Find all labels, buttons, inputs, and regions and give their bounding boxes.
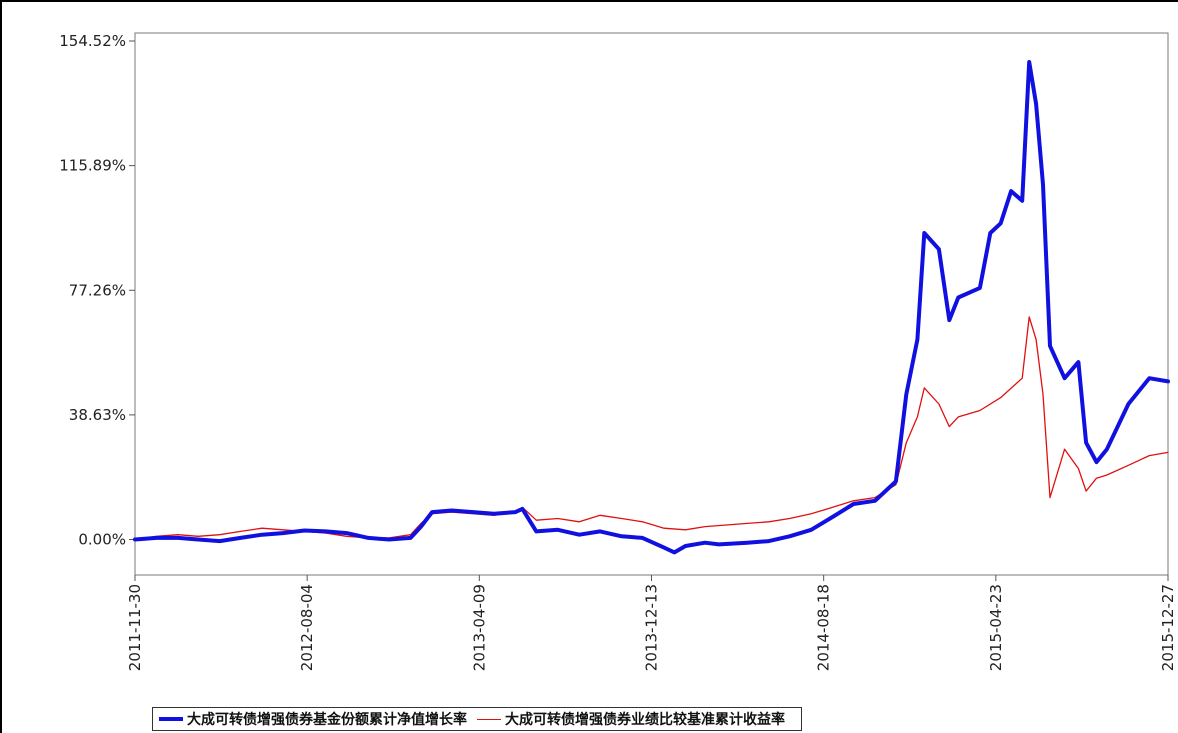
legend: 大成可转债增强债券基金份额累计净值增长率 大成可转债增强债券业绩比较基准累计收益…	[152, 707, 802, 731]
y-tick-label: 77.26%	[69, 281, 126, 299]
legend-label-fund: 大成可转债增强债券基金份额累计净值增长率	[187, 712, 467, 728]
x-tick-label: 2015-12-27	[1159, 584, 1177, 671]
legend-item-fund: 大成可转债增强债券基金份额累计净值增长率	[159, 709, 467, 729]
y-tick-label: 154.52%	[59, 32, 126, 50]
y-tick-label: 0.00%	[78, 531, 126, 549]
series-line-fund	[133, 60, 1170, 555]
series-line-benchmark	[134, 316, 1169, 541]
y-axis: 154.52% 115.89% 77.26% 38.63% 0.00%	[59, 32, 135, 549]
x-tick-label: 2013-04-09	[470, 584, 488, 671]
series-layer	[133, 60, 1170, 555]
legend-swatch-fund	[159, 717, 183, 721]
legend-item-benchmark: 大成可转债增强债券业绩比较基准累计收益率	[477, 709, 785, 729]
y-tick-label: 115.89%	[59, 157, 126, 175]
legend-swatch-benchmark	[477, 718, 501, 720]
legend-label-benchmark: 大成可转债增强债券业绩比较基准累计收益率	[505, 712, 785, 728]
x-tick-label: 2014-08-18	[815, 584, 833, 671]
x-tick-label: 2011-11-30	[126, 584, 144, 671]
x-tick-label: 2012-08-04	[298, 584, 316, 671]
x-axis: 2011-11-30 2012-08-04 2013-04-09 2013-12-13…	[126, 575, 1177, 671]
y-tick-label: 38.63%	[69, 406, 126, 424]
x-tick-label: 2015-04-23	[987, 584, 1005, 671]
plot-area	[134, 32, 1169, 576]
x-tick-label: 2013-12-13	[643, 584, 661, 671]
